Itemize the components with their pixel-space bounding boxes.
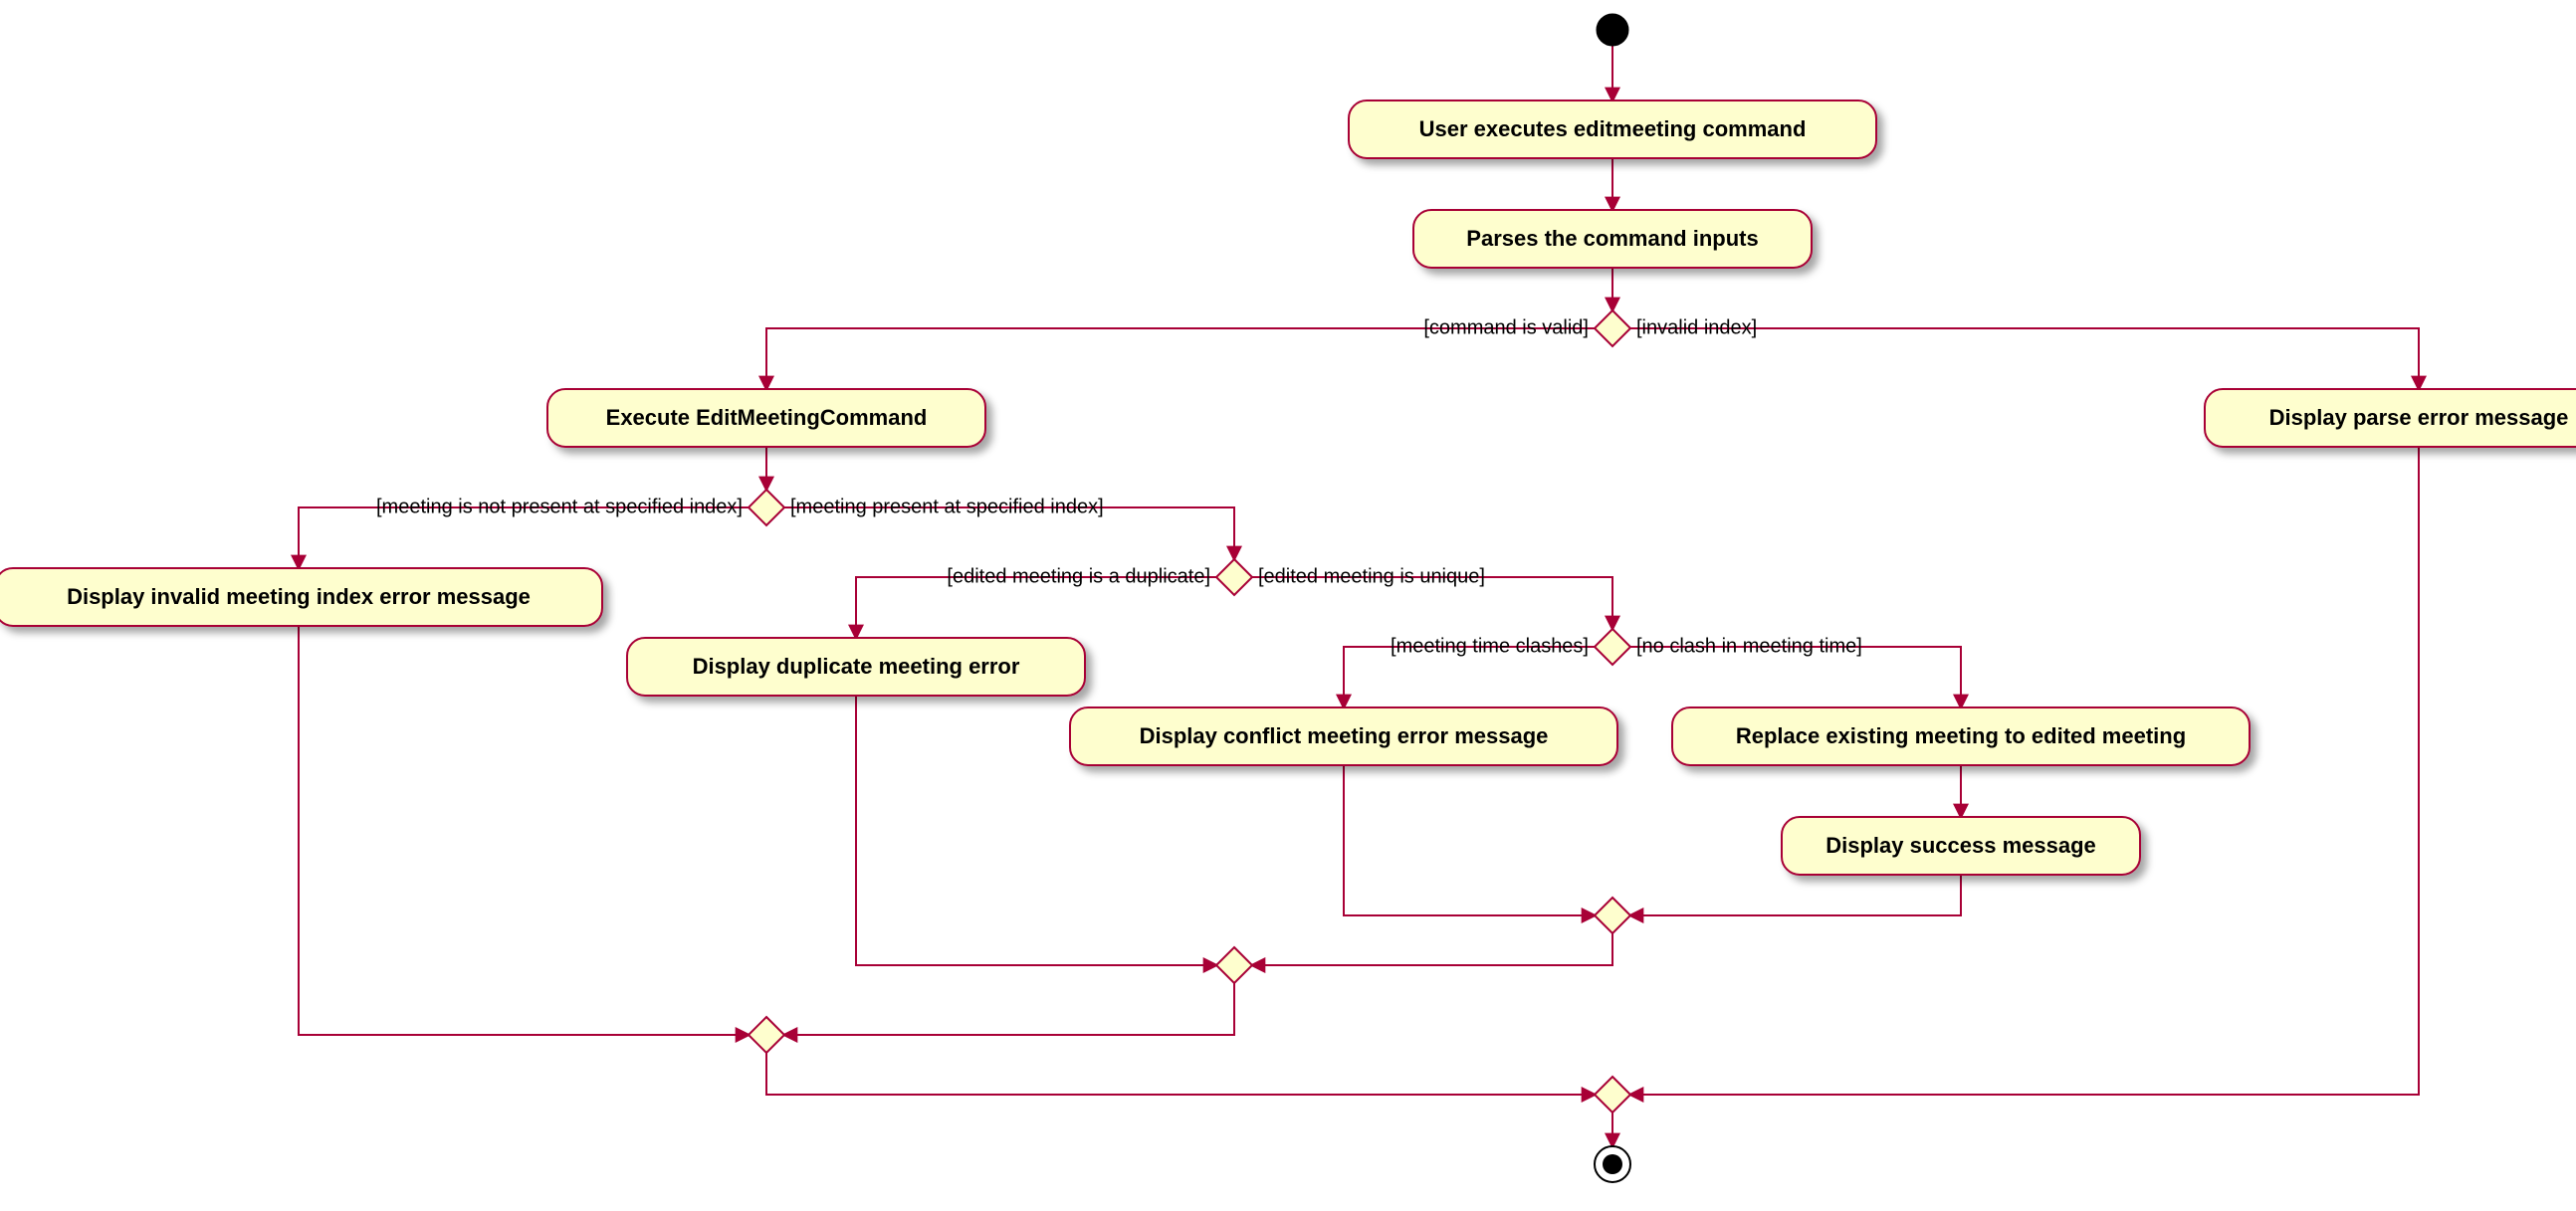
- edge-m4-m3: [1252, 933, 1612, 965]
- edge-nConf-m4: [1344, 765, 1595, 915]
- edge-nSucc-m4: [1630, 875, 1961, 915]
- decision-d2: [749, 490, 784, 525]
- start-node: [1597, 14, 1628, 46]
- decision-d4-left-label: [meeting time clashes]: [1391, 635, 1589, 657]
- activity-nInvIdx-label: Display invalid meeting index error mess…: [67, 584, 531, 609]
- activity-nDup-label: Display duplicate meeting error: [693, 654, 1020, 679]
- activity-nSucc-label: Display success message: [1825, 833, 2096, 858]
- activity-n3-label: Execute EditMeetingCommand: [606, 405, 928, 430]
- merge-m2: [749, 1017, 784, 1053]
- decision-d4: [1595, 629, 1630, 665]
- decision-d3-right-label: [edited meeting is unique]: [1258, 565, 1485, 587]
- activity-nConf-label: Display conflict meeting error message: [1140, 723, 1549, 748]
- activity-nRep-label: Replace existing meeting to edited meeti…: [1736, 723, 2186, 748]
- end-node-inner: [1603, 1154, 1622, 1174]
- activity-diagram: User executes editmeeting command Parses …: [0, 0, 2576, 1211]
- activity-nErr-label: Display parse error message: [2269, 405, 2569, 430]
- decision-d3: [1216, 559, 1252, 595]
- decision-d4-right-label: [no clash in meeting time]: [1636, 635, 1862, 657]
- decision-d2-left-label: [meeting is not present at specified ind…: [376, 496, 743, 517]
- merge-m4: [1595, 898, 1630, 933]
- merge-m1: [1595, 1077, 1630, 1112]
- edge-m3-m2: [784, 983, 1234, 1035]
- merge-m3: [1216, 947, 1252, 983]
- decision-d1-left-label: [command is valid]: [1423, 316, 1589, 338]
- edge-m2-m1: [766, 1053, 1595, 1095]
- edge-nErr-m1: [1630, 447, 2419, 1095]
- decision-d3-left-label: [edited meeting is a duplicate]: [947, 565, 1210, 587]
- activity-n2-label: Parses the command inputs: [1466, 226, 1758, 251]
- decision-d2-right-label: [meeting present at specified index]: [790, 496, 1104, 517]
- decision-d1: [1595, 310, 1630, 346]
- decision-d1-right-label: [invalid index]: [1636, 316, 1757, 338]
- activity-n1-label: User executes editmeeting command: [1419, 116, 1807, 141]
